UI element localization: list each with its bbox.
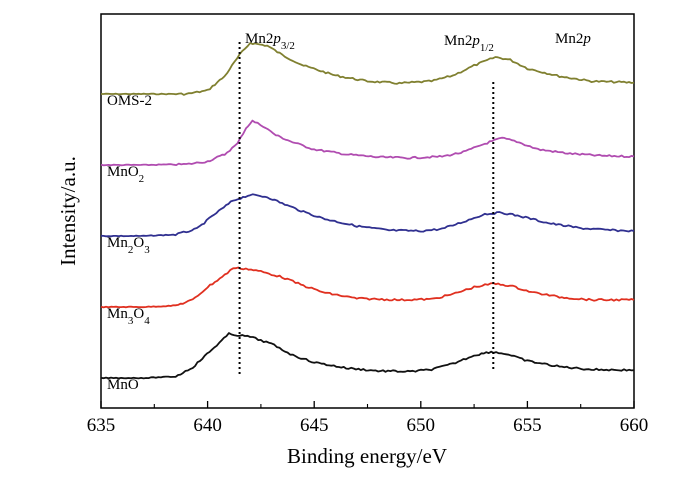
x-tick-label: 650: [407, 415, 436, 436]
x-tick-label: 645: [300, 415, 329, 436]
x-ticks: 635 640 645 650 655 660: [87, 401, 649, 436]
series-label: OMS-2: [107, 93, 152, 109]
series-line: [100, 266, 635, 309]
x-axis-title: Binding energy/eV: [287, 444, 447, 468]
peak-label: Mn2p: [555, 31, 591, 47]
peak-annotations: Mn2p3/2 Mn2p1/2 Mn2p: [238, 31, 591, 376]
series-label: Mn2O3: [107, 235, 150, 256]
series-line: [100, 193, 635, 238]
series-label: Mn3O4: [107, 306, 150, 327]
y-axis-title: Intensity/a.u.: [56, 156, 80, 266]
series-label: MnO: [107, 377, 139, 393]
series-line: [101, 42, 635, 96]
peak-label: Mn2p1/2: [444, 33, 494, 54]
series-line: [100, 332, 635, 380]
series-lines: [100, 42, 635, 380]
x-tick-label: 655: [513, 415, 542, 436]
x-tick-label: 660: [620, 415, 649, 436]
series-label: MnO2: [107, 164, 144, 185]
plot-frame: [100, 13, 635, 409]
x-tick-label: 635: [87, 415, 116, 436]
peak-label: Mn2p3/2: [245, 31, 295, 52]
x-tick-label: 640: [193, 415, 222, 436]
series-labels: OMS-2 MnO2 Mn2O3 Mn3O4 MnO: [107, 93, 152, 393]
series-line: [100, 119, 635, 167]
